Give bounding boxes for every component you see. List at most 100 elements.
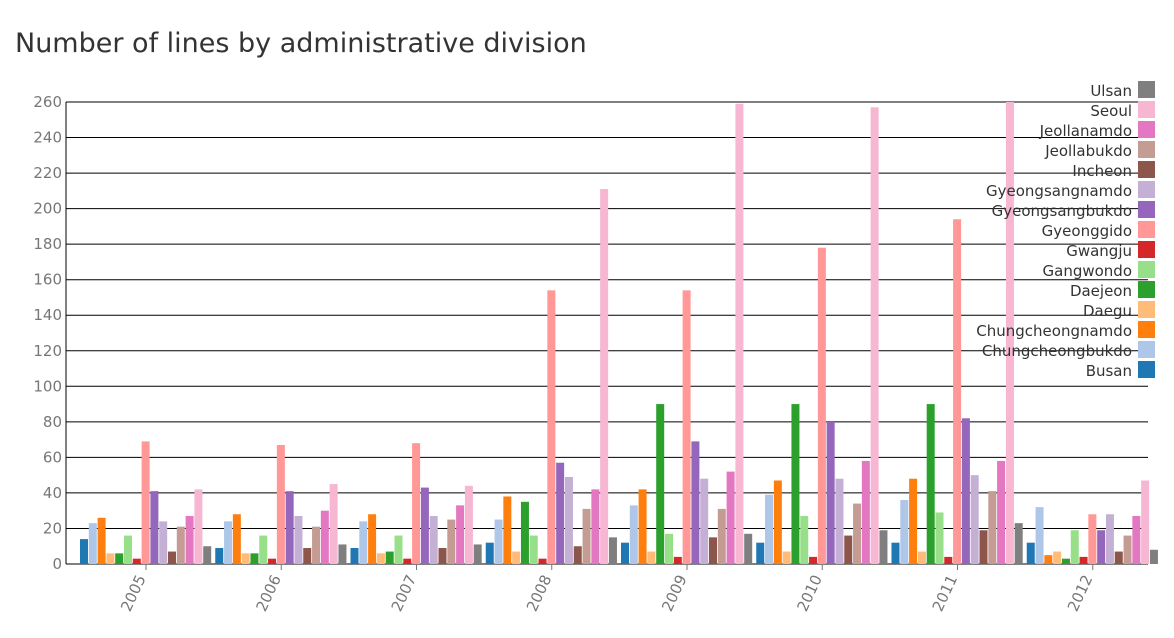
bar [141,441,150,564]
bar [456,505,465,564]
bar [359,521,368,564]
bar [861,460,870,564]
x-tick-label: 2006 [252,572,284,614]
legend-label: Incheon [1072,162,1132,180]
bar [159,521,168,564]
legend-swatch [1138,241,1155,258]
bar [1005,102,1014,564]
bar [185,516,194,564]
bar [368,514,377,564]
bar [709,537,717,564]
bar [350,548,359,564]
bar [106,553,115,564]
bar [412,443,421,564]
bar [608,537,617,564]
bar [276,444,285,564]
bar [826,421,835,564]
bar [647,551,656,564]
y-tick-label: 240 [33,129,62,147]
y-tick-label: 60 [43,448,62,466]
bar [124,535,132,564]
bar [241,553,250,564]
bar [564,476,573,564]
bar [556,462,565,564]
bar [1014,523,1023,564]
bar [447,519,456,564]
bar [800,516,809,564]
bar [503,496,512,564]
bar [285,491,294,564]
bar [1114,551,1123,564]
bar [853,503,862,564]
bar [520,501,529,564]
legend-swatch [1138,121,1155,138]
y-tick-label: 260 [33,93,62,111]
y-tick-label: 220 [33,164,62,182]
x-tick-label: 2012 [1064,572,1096,614]
bar [891,542,900,564]
bar [944,556,953,564]
bar [303,548,312,564]
bar [744,533,753,564]
legend-swatch [1138,221,1155,238]
bar [329,484,338,564]
bars [80,102,1158,564]
x-tick-label: 2008 [523,572,555,614]
bar [394,535,403,564]
bar [953,219,962,564]
legend-swatch [1138,101,1155,118]
bar [294,516,303,564]
bar [782,551,791,564]
legend-label: Seoul [1090,102,1132,120]
x-axis-ticks: 2005 2006 2007 2008 2009 2010 2011 2012 [117,564,1096,614]
bar [909,478,918,564]
legend-label: Gangwondo [1043,262,1133,280]
legend-label: Gyeonggido [1042,222,1132,240]
bar [879,530,888,564]
chart-title: Number of lines by administrative divisi… [15,28,587,59]
bar [464,485,473,564]
bar [194,489,203,564]
bar [150,491,159,564]
bar [259,535,268,564]
bar [717,508,726,564]
bar [403,558,412,564]
y-tick-label: 120 [33,342,62,360]
legend-label: Busan [1086,362,1132,380]
bar [429,516,438,564]
legend: Ulsan Seoul Jeollanamdo Jeollabukdo Incheon G… [976,81,1155,380]
bar [665,533,673,564]
y-axis-ticks: 0 20 40 60 80 100 120 140 160 180 200 220 240 260 [33,93,62,573]
bar [629,505,638,564]
legend-swatch [1138,361,1155,378]
bar [512,551,521,564]
bar [215,548,224,564]
bar [1097,530,1106,564]
bar [438,548,447,564]
y-tick-label: 200 [33,200,62,218]
bar [80,539,88,564]
legend-label: Daegu [1083,302,1132,320]
bar [1070,530,1079,564]
legend-label: Gyeongsangnamdo [986,182,1132,200]
bar [232,514,241,564]
bar [621,542,629,564]
legend-label: Daejeon [1070,282,1132,300]
legend-swatch [1138,201,1155,218]
bar [115,553,124,564]
legend-label: Ulsan [1090,82,1132,100]
bar [1132,516,1141,564]
y-tick-label: 20 [43,519,62,537]
bar [485,542,494,564]
bar [573,546,582,564]
x-tick-label: 2007 [388,572,420,614]
bar [900,500,909,564]
bar [935,512,944,564]
bar [547,290,556,564]
bar [1105,514,1114,564]
bar [726,471,735,564]
bar [773,480,782,564]
bar [979,530,988,564]
bar [268,558,277,564]
legend-label: Gyeongsangbukdo [992,202,1132,220]
